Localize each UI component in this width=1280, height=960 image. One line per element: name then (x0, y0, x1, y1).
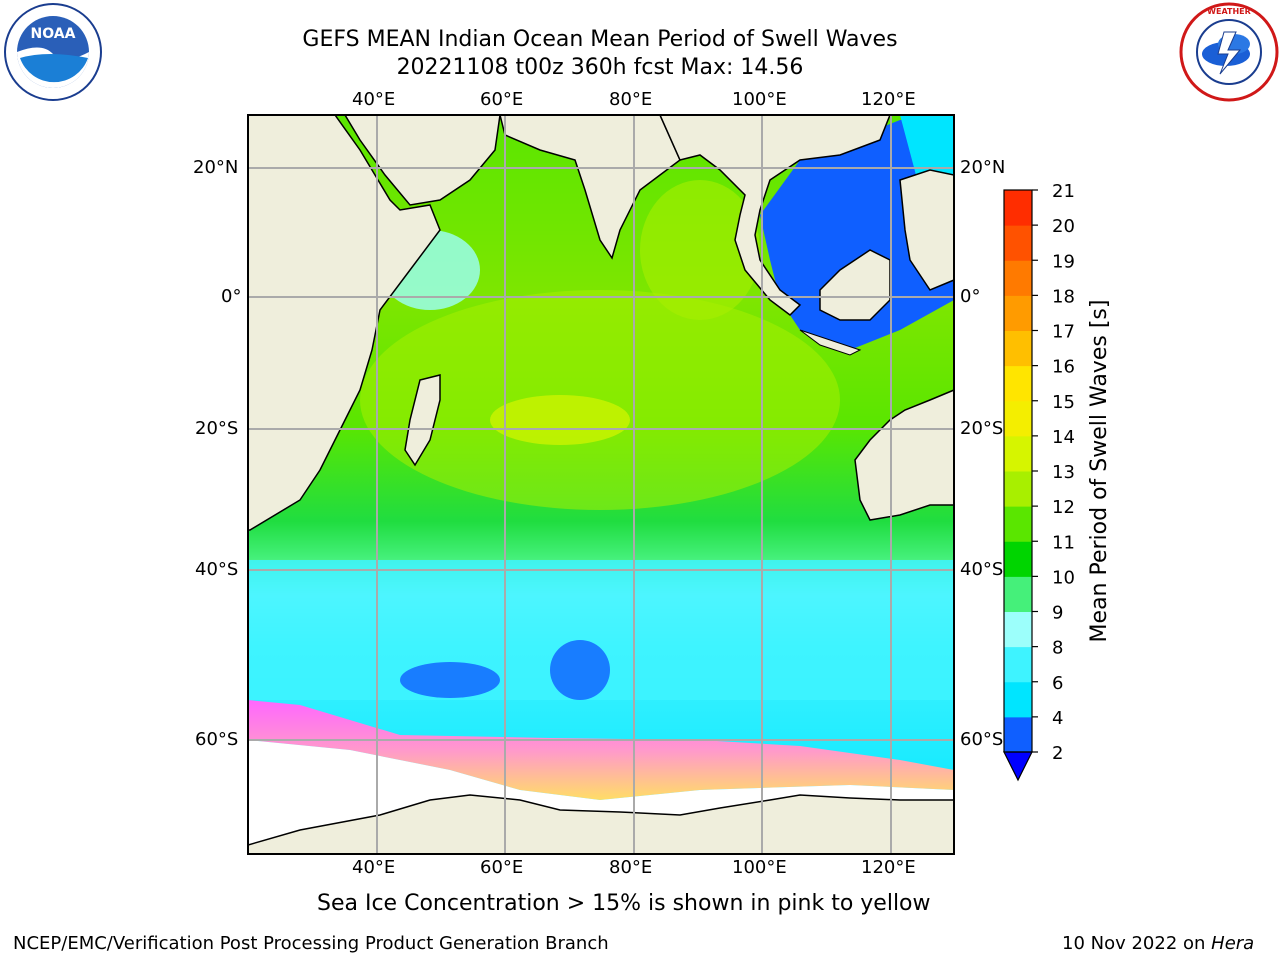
footer-host: Hera (1211, 933, 1255, 954)
lat-label-20s-right: 20°S (960, 418, 1004, 439)
lat-label-20s: 20°S (195, 418, 239, 439)
colorbar-segment (1004, 646, 1032, 683)
nws-logo: WEATHER (1178, 2, 1280, 102)
lon-label-80e: 80°E (609, 89, 653, 110)
colorbar-label: Mean Period of Swell Waves [s] (1087, 300, 1112, 643)
lon-label-80e-bottom: 80°E (609, 857, 653, 878)
australia-land (854, 389, 954, 521)
map-title: GEFS MEAN Indian Ocean Mean Period of Sw… (302, 27, 898, 52)
colorbar-tick-label: 2 (1052, 743, 1063, 764)
antarctica-land (248, 794, 954, 854)
colorbar-segment (1004, 576, 1032, 612)
se-asia-land (659, 115, 891, 316)
sea-ice-note: Sea Ice Concentration > 15% is shown in … (317, 891, 931, 916)
map-frame (247, 114, 955, 855)
colorbar-tick-label: 6 (1052, 673, 1063, 694)
lon-label-40e: 40°E (352, 89, 396, 110)
colorbar-tick-label: 20 (1052, 216, 1075, 237)
colorbar-segment (1004, 225, 1032, 261)
graticule (248, 115, 954, 854)
map-subtitle: 20221108 t00z 360h fcst Max: 14.56 (396, 55, 804, 80)
lon-label-120e: 120°E (861, 89, 916, 110)
africa-land (248, 115, 441, 531)
footer-right: 10 Nov 2022 on Hera (1062, 933, 1254, 954)
colorbar-segment (1004, 400, 1032, 437)
lat-label-60s-right: 60°S (960, 729, 1004, 750)
sea-ice-region (248, 700, 954, 800)
colorbar-segment (1004, 365, 1032, 402)
colorbar-tick-label: 14 (1052, 427, 1075, 448)
lat-label-20n: 20°N (193, 157, 239, 178)
footer-date: 10 Nov 2022 on (1062, 933, 1206, 954)
colorbar-tick-label: 15 (1052, 392, 1075, 413)
lon-label-100e-bottom: 100°E (732, 857, 787, 878)
colorbar-tick-label: 16 (1052, 357, 1075, 378)
colorbar-segment (1004, 471, 1032, 507)
colorbar-tick-label: 10 (1052, 567, 1075, 588)
colorbar-segment (1004, 190, 1032, 226)
noaa-logo: NOAA (2, 2, 104, 102)
svg-text:WEATHER: WEATHER (1207, 7, 1251, 16)
colorbar-segment (1004, 506, 1032, 542)
colorbar-tick-label: 21 (1052, 181, 1075, 202)
colorbar-tick-label: 12 (1052, 497, 1075, 518)
colorbar-tick-label: 17 (1052, 322, 1075, 343)
colorbar-segment (1004, 260, 1032, 296)
lat-label-40s-right: 40°S (960, 559, 1004, 580)
svg-text:NOAA: NOAA (31, 26, 76, 42)
colorbar-segment (1004, 295, 1032, 331)
colorbar-tick-label: 11 (1052, 532, 1075, 553)
colorbar-tick-label: 19 (1052, 251, 1075, 272)
lat-label-0: 0° (221, 286, 242, 307)
lat-label-0-right: 0° (960, 286, 981, 307)
lon-label-60e-bottom: 60°E (480, 857, 524, 878)
colorbar-segment (1004, 330, 1032, 367)
colorbar-under-arrow (1003, 751, 1033, 782)
arabia-land (344, 115, 501, 206)
colorbar-tick-label: 13 (1052, 462, 1075, 483)
lat-label-60s: 60°S (195, 729, 239, 750)
lon-label-100e: 100°E (732, 89, 787, 110)
colorbar-segment (1004, 435, 1032, 472)
colorbar-segment (1004, 681, 1032, 718)
footer-left: NCEP/EMC/Verification Post Processing Pr… (13, 933, 609, 954)
colorbar-tick-label: 9 (1052, 603, 1063, 624)
colorbar-segment (1004, 611, 1032, 648)
lat-label-40s: 40°S (195, 559, 239, 580)
lon-label-120e-bottom: 120°E (861, 857, 916, 878)
lon-label-40e-bottom: 40°E (352, 857, 396, 878)
colorbar-segment (1004, 541, 1032, 577)
colorbar-tick-label: 18 (1052, 286, 1075, 307)
lat-label-20n-right: 20°N (960, 157, 1006, 178)
madagascar-land (404, 374, 441, 467)
lon-label-60e: 60°E (480, 89, 524, 110)
colorbar-segment (1004, 716, 1032, 753)
colorbar-tick-label: 8 (1052, 638, 1063, 659)
colorbar-tick-label: 4 (1052, 708, 1063, 729)
